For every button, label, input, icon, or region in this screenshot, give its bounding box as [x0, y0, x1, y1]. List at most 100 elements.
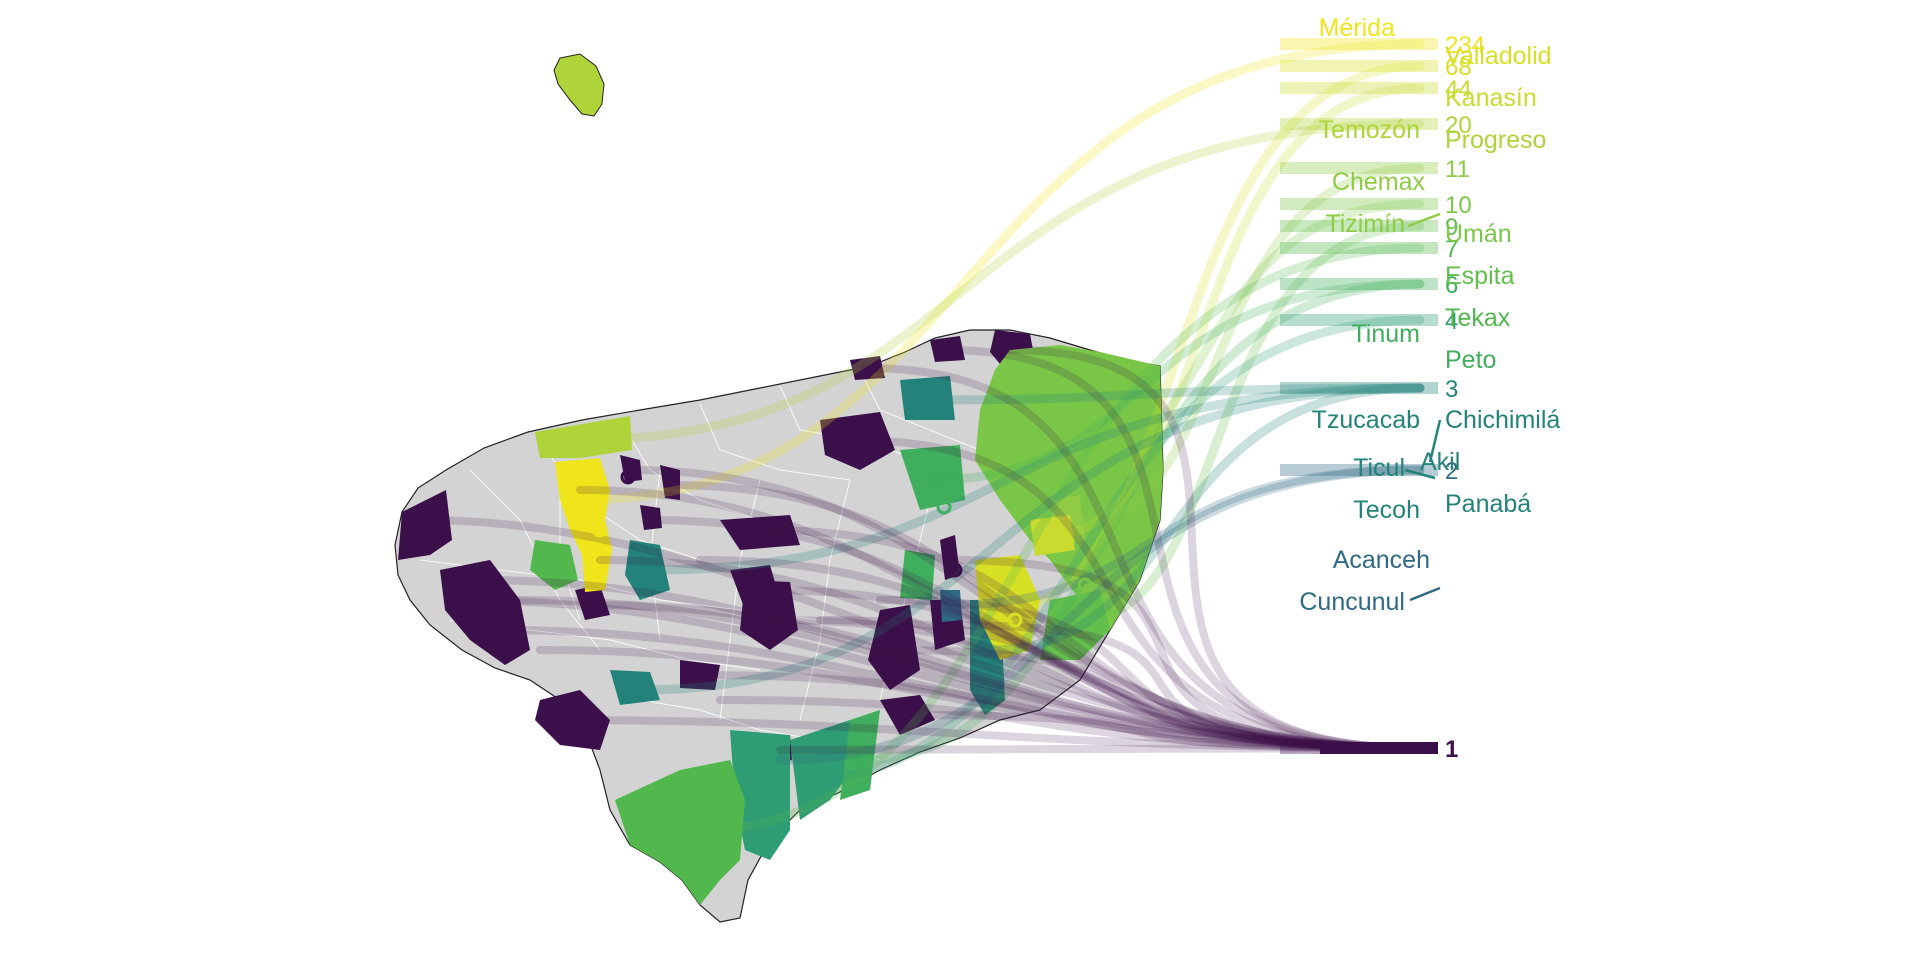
scale-bar-2	[1280, 464, 1438, 476]
scale-value-label: 3	[1445, 376, 1458, 403]
label-connector	[1404, 468, 1436, 480]
scale-bar-1-main	[1320, 742, 1438, 754]
muni-c44-a	[1030, 515, 1075, 556]
scale-value-label: 7	[1445, 236, 1458, 263]
muni-c68-a	[975, 555, 1040, 660]
flow-line-1	[536, 646, 1424, 752]
muni-c6-c	[900, 550, 935, 600]
scale-value-label: 4	[1445, 308, 1458, 335]
scale-value-label: 10	[1445, 192, 1472, 219]
muni-c10-a	[975, 345, 1163, 630]
municipality-label: Kanasín	[1445, 84, 1537, 112]
scale-bar-9	[1280, 220, 1438, 232]
flow-line-1	[1006, 346, 1424, 752]
municipality-label: Mérida	[1319, 14, 1396, 42]
muni-c7-a	[530, 540, 578, 590]
flow-line-3	[635, 383, 1425, 695]
municipality-label: Temozón	[1319, 116, 1420, 144]
municipality-label: Valladolid	[1445, 42, 1552, 70]
muni-c1-l	[680, 660, 720, 690]
muni-c1-e	[620, 455, 642, 482]
scale-value-label: 234	[1445, 32, 1485, 59]
flow-line-1	[766, 616, 1424, 752]
municipality-name-labels: Mérida Valladolid Kanasín Temozón Progreso Ch…	[1299, 14, 1560, 616]
muni-c6-a	[840, 710, 880, 800]
flow-line-1	[556, 716, 1424, 752]
muni-c1-n	[868, 605, 920, 690]
municipality-label: Ticul	[1353, 454, 1405, 482]
flow-line-1	[666, 481, 1424, 752]
municipality-label: Chemax	[1332, 168, 1426, 196]
flow-lines	[416, 39, 1425, 835]
flow-line-2	[945, 465, 1425, 610]
flow-line-3	[645, 383, 1425, 575]
flow-line-1	[776, 744, 1424, 754]
marker-ring	[1007, 612, 1023, 628]
scale-value-label: 1	[1445, 736, 1458, 763]
flow-line-3	[985, 383, 1425, 655]
municipality-label: Akil	[1420, 448, 1460, 476]
scale-bar-68	[1280, 60, 1438, 72]
label-connector	[1428, 419, 1442, 463]
flow-line-1	[496, 626, 1424, 752]
scale-value-label: 2	[1445, 458, 1458, 485]
flow-line-1	[626, 466, 1424, 752]
flow-line-44	[1045, 83, 1425, 540]
marker-ring	[936, 499, 952, 515]
flow-line-1	[716, 696, 1424, 752]
label-connector	[1409, 586, 1441, 602]
scale-value-label: 6	[1445, 272, 1458, 299]
flow-line-1	[876, 596, 1424, 752]
muni-c1-p	[940, 535, 960, 580]
municipality-label: Espita	[1445, 262, 1515, 290]
flow-line-10	[1055, 199, 1425, 475]
flow-line-1	[846, 436, 1424, 752]
island	[553, 53, 605, 117]
muni-c1-f	[660, 465, 680, 500]
scale-bar-11	[1280, 162, 1438, 174]
flow-line-1	[861, 364, 1424, 752]
municipality-label: Cuncunul	[1299, 588, 1405, 616]
municipality-label: Chichimilá	[1445, 406, 1560, 434]
muni-c7-b	[615, 760, 745, 905]
muni-c1-t	[850, 356, 885, 380]
flow-line-1	[696, 556, 1424, 752]
marker-rings	[592, 469, 1093, 628]
muni-c1-u	[750, 600, 762, 612]
flow-line-1	[586, 601, 1424, 752]
municipality-label: Progreso	[1445, 126, 1546, 154]
flow-line-1	[416, 516, 1424, 752]
marker-ring	[947, 562, 963, 578]
flow-line-4	[795, 315, 1425, 785]
municipality-label: Tekax	[1445, 304, 1511, 332]
island-shape	[553, 53, 605, 117]
municipality-label: Umán	[1445, 220, 1512, 248]
marker-ring	[592, 522, 608, 538]
municipality-label: Peto	[1445, 346, 1496, 374]
marker-ring	[642, 512, 658, 528]
flow-line-1	[756, 586, 1424, 752]
flow-line-1	[576, 486, 1424, 752]
muni-c3-b	[610, 670, 660, 705]
flow-line-68	[995, 61, 1425, 615]
muni-c3-c	[900, 376, 955, 420]
marker-ring	[1077, 577, 1093, 593]
muni-c4-a	[730, 730, 790, 860]
flow-line-1	[896, 711, 1424, 752]
municipality-layer	[398, 330, 1163, 905]
scale-bar-10	[1280, 198, 1438, 210]
scale-value-label: 11	[1445, 156, 1470, 183]
muni-c2-a	[940, 590, 962, 622]
muni-c6-b	[900, 445, 965, 510]
muni-c9-a	[1040, 590, 1110, 660]
flow-line-1	[456, 596, 1424, 752]
flow-line-9	[1075, 221, 1425, 625]
scale-bar-44	[1280, 82, 1438, 94]
marker-ring	[620, 469, 636, 485]
scale-value-label: 68	[1445, 54, 1472, 81]
flow-line-1	[476, 576, 1424, 752]
flow-line-1	[946, 621, 1424, 752]
scale-bar-6	[1280, 278, 1438, 290]
muni-c1-b	[440, 560, 530, 665]
